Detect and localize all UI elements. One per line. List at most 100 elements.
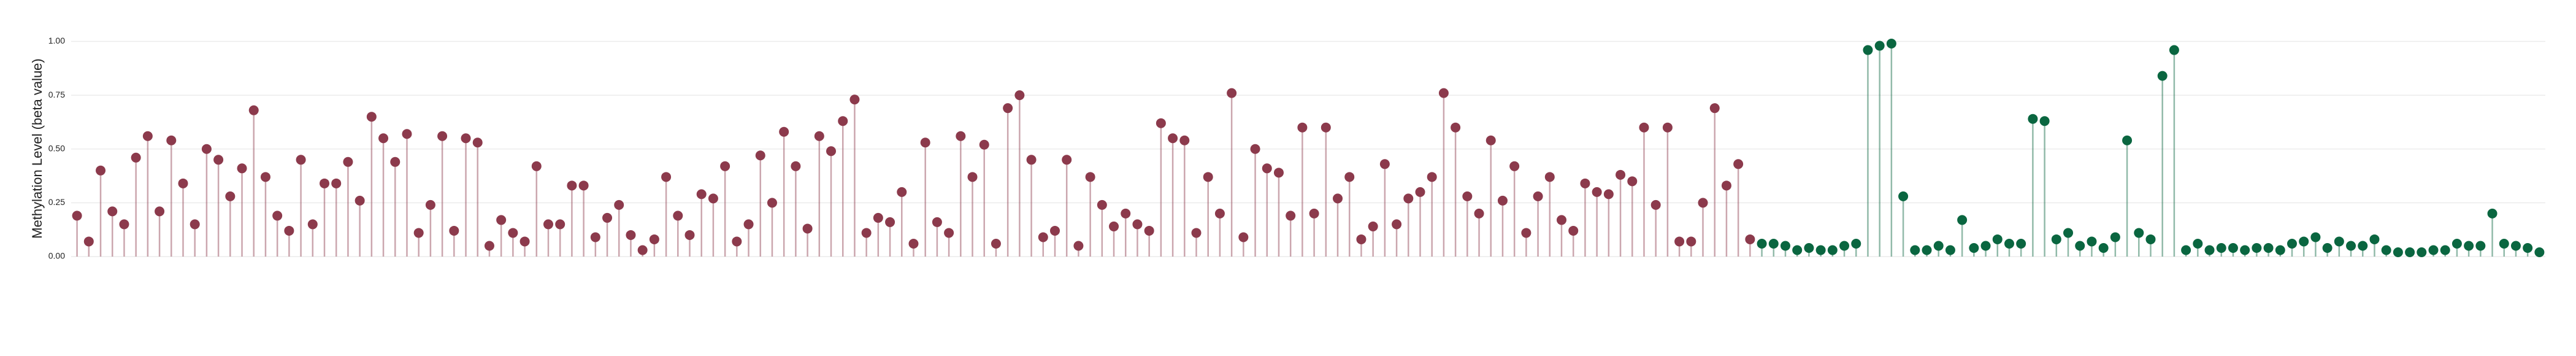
dot xyxy=(1580,178,1590,188)
dot xyxy=(1286,211,1296,221)
dot xyxy=(2263,242,2274,253)
dot xyxy=(1238,232,1249,242)
dot xyxy=(1933,241,1944,251)
dot xyxy=(1109,221,1119,231)
dot xyxy=(708,193,718,204)
dot xyxy=(425,199,435,210)
dot xyxy=(402,129,412,139)
dot xyxy=(1403,193,1414,204)
dot xyxy=(2169,45,2179,55)
dot xyxy=(2299,236,2309,247)
dot xyxy=(1368,221,1378,231)
dot xyxy=(1415,187,1425,197)
dot xyxy=(1874,41,1885,51)
dot xyxy=(1980,241,1991,251)
dot xyxy=(2334,236,2344,247)
dot xyxy=(1969,242,1979,253)
dot xyxy=(1745,234,1755,244)
dot xyxy=(472,137,483,148)
dot xyxy=(1451,122,1461,133)
dot xyxy=(1273,168,1284,178)
dot xyxy=(2240,245,2250,255)
dot xyxy=(637,245,648,255)
dot xyxy=(2523,242,2533,253)
dot xyxy=(1427,172,1437,182)
y-tick-label: 0.50 xyxy=(48,143,65,153)
dot xyxy=(1014,90,1025,101)
dot xyxy=(590,232,600,242)
dot xyxy=(2369,234,2380,244)
dot xyxy=(1698,198,1708,208)
y-axis-label: Methylation Level (beta value) xyxy=(29,58,45,239)
dot xyxy=(2440,245,2450,255)
dot xyxy=(1957,215,1968,225)
dot xyxy=(684,230,695,240)
dot xyxy=(2310,232,2321,242)
dot xyxy=(2287,238,2297,249)
dot xyxy=(320,178,330,188)
dot xyxy=(331,178,342,188)
dot xyxy=(626,230,636,240)
dot xyxy=(1992,234,2003,244)
dot xyxy=(307,219,318,230)
dot xyxy=(166,135,177,145)
dot xyxy=(1686,236,1696,247)
dot xyxy=(1639,122,1649,133)
dot xyxy=(696,189,707,199)
dot xyxy=(1922,245,1932,255)
dot xyxy=(296,155,306,165)
dot xyxy=(1462,191,1473,201)
dot xyxy=(1097,199,1107,210)
dot xyxy=(343,157,353,167)
dot xyxy=(2051,234,2061,244)
dot xyxy=(1886,39,1896,49)
dot xyxy=(2346,241,2356,251)
dot xyxy=(991,238,1001,249)
dot xyxy=(2145,234,2156,244)
dot xyxy=(2122,135,2133,145)
dot xyxy=(190,219,200,230)
dot xyxy=(885,217,895,227)
dot xyxy=(2499,238,2509,249)
dot xyxy=(956,131,966,141)
dot xyxy=(920,137,930,148)
dot xyxy=(2228,242,2238,253)
dot xyxy=(1733,159,1744,169)
dot xyxy=(1780,241,1790,251)
dot xyxy=(661,172,672,182)
dot xyxy=(2451,238,2462,249)
dot xyxy=(2405,247,2415,257)
dot xyxy=(1191,228,1202,238)
dot xyxy=(979,139,989,150)
dot xyxy=(1132,219,1143,230)
dot xyxy=(225,191,236,201)
dot xyxy=(1438,88,1449,98)
dot xyxy=(366,112,377,122)
dot xyxy=(2004,238,2014,249)
dot xyxy=(237,163,247,174)
dot xyxy=(2181,245,2191,255)
dot xyxy=(2428,245,2439,255)
dot xyxy=(826,146,837,157)
dot xyxy=(1250,144,1260,154)
dot xyxy=(2028,114,2038,124)
dot xyxy=(142,131,153,141)
dot xyxy=(461,133,471,144)
dot xyxy=(1333,193,1343,204)
dot xyxy=(849,95,860,105)
dot xyxy=(791,161,801,171)
dot xyxy=(131,152,141,163)
dot xyxy=(908,238,919,249)
dot xyxy=(1038,232,1048,242)
dot xyxy=(614,199,624,210)
dot xyxy=(1144,225,1154,236)
dot xyxy=(1533,191,1543,201)
dot xyxy=(2063,228,2074,238)
dot xyxy=(1827,245,1838,255)
dot xyxy=(1392,219,1402,230)
dot xyxy=(390,157,401,167)
dot xyxy=(673,211,683,221)
dot xyxy=(83,236,94,247)
dot xyxy=(2322,242,2333,253)
dot xyxy=(484,241,494,251)
